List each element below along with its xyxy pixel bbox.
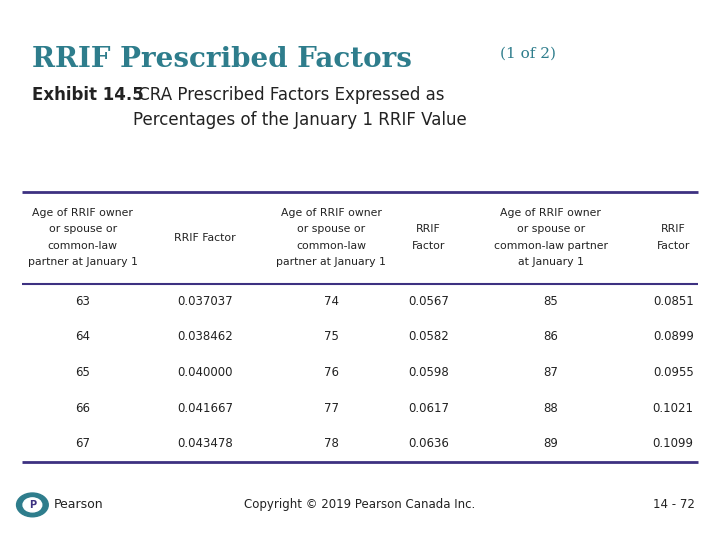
Text: or spouse or: or spouse or bbox=[297, 225, 365, 234]
Text: 87: 87 bbox=[544, 366, 558, 379]
Text: RRIF: RRIF bbox=[416, 225, 441, 234]
Text: partner at January 1: partner at January 1 bbox=[276, 257, 386, 267]
Text: 78: 78 bbox=[324, 437, 338, 450]
Text: 88: 88 bbox=[544, 402, 558, 415]
Text: 0.0582: 0.0582 bbox=[408, 330, 449, 343]
Text: 86: 86 bbox=[544, 330, 558, 343]
Text: at January 1: at January 1 bbox=[518, 257, 584, 267]
Text: 0.1021: 0.1021 bbox=[653, 402, 693, 415]
Text: common-law: common-law bbox=[296, 241, 366, 251]
Text: 0.0598: 0.0598 bbox=[408, 366, 449, 379]
Text: 0.043478: 0.043478 bbox=[177, 437, 233, 450]
Text: partner at January 1: partner at January 1 bbox=[28, 257, 138, 267]
Text: common-law: common-law bbox=[48, 241, 118, 251]
Text: 66: 66 bbox=[76, 402, 90, 415]
Text: Factor: Factor bbox=[657, 241, 690, 251]
Text: 0.0851: 0.0851 bbox=[653, 295, 693, 308]
Text: 0.041667: 0.041667 bbox=[177, 402, 233, 415]
Text: common-law partner: common-law partner bbox=[494, 241, 608, 251]
Text: 0.040000: 0.040000 bbox=[177, 366, 233, 379]
Text: 85: 85 bbox=[544, 295, 558, 308]
Text: 0.1099: 0.1099 bbox=[653, 437, 693, 450]
Text: P: P bbox=[29, 500, 36, 510]
Text: 76: 76 bbox=[324, 366, 338, 379]
Text: RRIF Factor: RRIF Factor bbox=[174, 233, 236, 242]
Text: 77: 77 bbox=[324, 402, 338, 415]
Text: 75: 75 bbox=[324, 330, 338, 343]
Text: or spouse or: or spouse or bbox=[517, 225, 585, 234]
Text: 0.0899: 0.0899 bbox=[653, 330, 693, 343]
Text: 65: 65 bbox=[76, 366, 90, 379]
Text: Pearson: Pearson bbox=[54, 498, 104, 511]
Text: Factor: Factor bbox=[412, 241, 445, 251]
Text: 0.0617: 0.0617 bbox=[408, 402, 449, 415]
Text: 0.0955: 0.0955 bbox=[653, 366, 693, 379]
Text: 0.0636: 0.0636 bbox=[408, 437, 449, 450]
Text: 0.038462: 0.038462 bbox=[177, 330, 233, 343]
Text: Age of RRIF owner: Age of RRIF owner bbox=[500, 208, 601, 218]
Text: 67: 67 bbox=[76, 437, 90, 450]
Text: Age of RRIF owner: Age of RRIF owner bbox=[32, 208, 133, 218]
Text: 64: 64 bbox=[76, 330, 90, 343]
Text: or spouse or: or spouse or bbox=[49, 225, 117, 234]
Text: 0.037037: 0.037037 bbox=[177, 295, 233, 308]
Text: (1 of 2): (1 of 2) bbox=[500, 47, 557, 61]
Text: RRIF: RRIF bbox=[661, 225, 685, 234]
Text: 0.0567: 0.0567 bbox=[408, 295, 449, 308]
Text: Copyright © 2019 Pearson Canada Inc.: Copyright © 2019 Pearson Canada Inc. bbox=[244, 498, 476, 511]
Text: 74: 74 bbox=[324, 295, 338, 308]
Text: 89: 89 bbox=[544, 437, 558, 450]
Text: 63: 63 bbox=[76, 295, 90, 308]
Text: 14 - 72: 14 - 72 bbox=[653, 498, 695, 511]
Text: CRA Prescribed Factors Expressed as
Percentages of the January 1 RRIF Value: CRA Prescribed Factors Expressed as Perc… bbox=[133, 86, 467, 130]
Text: Age of RRIF owner: Age of RRIF owner bbox=[281, 208, 382, 218]
Text: Exhibit 14.5: Exhibit 14.5 bbox=[32, 86, 144, 104]
Text: RRIF Prescribed Factors: RRIF Prescribed Factors bbox=[32, 46, 413, 73]
